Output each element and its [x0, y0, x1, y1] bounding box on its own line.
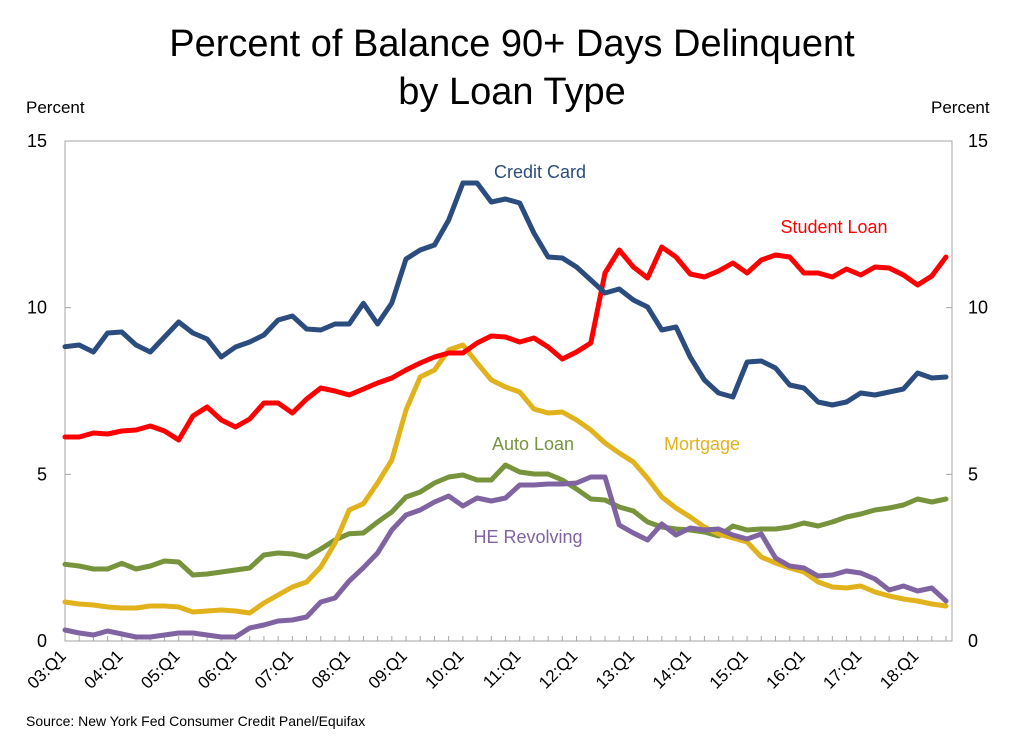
series-line-auto-loan	[62, 462, 949, 578]
x-tick-label: 12:Q1	[535, 646, 581, 692]
x-tick-label: 18:Q1	[876, 646, 922, 692]
x-tick-label: 06:Q1	[194, 646, 240, 692]
x-tick-label: 08:Q1	[308, 646, 354, 692]
plot-area-frame	[64, 140, 953, 642]
x-tick-label: 15:Q1	[706, 646, 752, 692]
x-tick-label: 05:Q1	[137, 646, 183, 692]
y-axis-right-label: Percent	[931, 98, 990, 117]
x-tick-label: 10:Q1	[422, 646, 468, 692]
series-label-he-revolving: HE Revolving	[473, 527, 582, 547]
series-line-he-revolving	[62, 474, 949, 640]
series-line-student-loan	[62, 244, 949, 443]
y-tick-label-left: 0	[37, 631, 47, 651]
x-tick-label: 16:Q1	[763, 646, 809, 692]
x-tick-label: 11:Q1	[479, 646, 524, 691]
y-tick-label-right: 15	[968, 131, 988, 151]
y-axis-left: 0 5 10 15	[27, 131, 71, 651]
y-tick-label-left: 10	[27, 298, 47, 318]
series-labels: Credit Card Student Loan Auto Loan Mortgage…	[473, 162, 887, 547]
y-tick-label-left: 5	[37, 464, 47, 484]
series-label-credit-card: Credit Card	[494, 162, 586, 182]
chart-title: Percent of Balance 90+ Days Delinquent	[169, 23, 855, 65]
y-axis-right: 0 5 10 15	[946, 131, 988, 651]
y-tick-label-right: 0	[968, 631, 978, 651]
x-tick-label: 17:Q1	[819, 646, 865, 692]
series-line-credit-card	[62, 180, 949, 408]
series-lines	[62, 180, 949, 640]
x-tick-label: 13:Q1	[592, 646, 638, 692]
x-tick-label: 04:Q1	[80, 646, 126, 692]
series-line-mortgage	[62, 342, 949, 616]
x-axis: 03:Q1 04:Q1 05:Q1 06:Q1 07:Q1 08:Q1 09:Q1 10:Q1…	[24, 636, 947, 693]
series-label-auto-loan: Auto Loan	[492, 434, 574, 454]
y-axis-left-label: Percent	[26, 98, 85, 117]
x-tick-label: 07:Q1	[251, 646, 297, 692]
series-label-student-loan: Student Loan	[780, 217, 887, 237]
x-tick-label: 09:Q1	[365, 646, 411, 692]
series-label-mortgage: Mortgage	[664, 434, 740, 454]
x-tick-label: 14:Q1	[649, 646, 695, 692]
source-note: Source: New York Fed Consumer Credit Pan…	[26, 713, 366, 729]
y-tick-label-left: 15	[27, 131, 47, 151]
x-tick-label: 03:Q1	[24, 646, 70, 692]
y-tick-label-right: 10	[968, 298, 988, 318]
chart-subtitle: by Loan Type	[398, 71, 626, 113]
y-tick-label-right: 5	[968, 464, 978, 484]
